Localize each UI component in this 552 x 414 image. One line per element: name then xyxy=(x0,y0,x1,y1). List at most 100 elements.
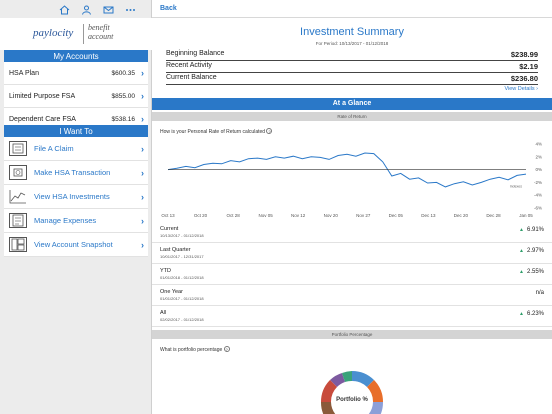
period-dates: 02/02/2017 - 01/12/2018 xyxy=(160,317,204,322)
account-amount: $855.00 xyxy=(111,92,136,100)
mail-icon[interactable] xyxy=(100,3,116,17)
action-manage-expenses[interactable]: Manage Expenses › xyxy=(4,209,148,233)
period-value-text: 6.91% xyxy=(526,227,544,233)
donut-segment xyxy=(367,380,384,402)
balance-label: Current Balance xyxy=(166,74,217,81)
expenses-icon xyxy=(9,213,27,228)
performance-list: Current 10/13/2017 - 01/12/2018 ▲ 6.91% L… xyxy=(152,222,552,327)
help-icon[interactable]: ? xyxy=(266,128,273,134)
period-label: All xyxy=(160,310,167,316)
account-amount: $600.35 xyxy=(111,69,136,77)
action-label: Make HSA Transaction xyxy=(34,168,111,177)
x-tick-label: Oct 28 xyxy=(226,213,240,218)
top-icon-bar xyxy=(56,3,138,17)
account-name: HSA Plan xyxy=(9,69,39,77)
period-value: ▲ 6.23% xyxy=(519,311,544,317)
period-value: ▲ 2.97% xyxy=(519,248,544,254)
donut-segment xyxy=(320,402,336,414)
period-value: ▲ 6.91% xyxy=(519,227,544,233)
action-label: File A Claim xyxy=(34,144,74,153)
x-tick-label: Nov 05 xyxy=(259,213,274,218)
action-file-claim[interactable]: File A Claim › xyxy=(4,137,148,161)
donut-segment xyxy=(330,373,345,387)
period-text: For Period: 10/13/2017 - 01/12/2018 xyxy=(315,41,389,46)
home-icon[interactable] xyxy=(56,3,72,17)
accounts-list: HSA Plan $600.35 › Limited Purpose FSA $… xyxy=(4,62,148,131)
series-line xyxy=(167,152,527,188)
balance-value: $236.80 xyxy=(510,74,538,83)
logo: paylocity benefit account xyxy=(0,18,152,50)
performance-row: One Year 01/01/2017 - 01/12/2018 n/a xyxy=(152,285,552,306)
performance-row: Current 10/13/2017 - 01/12/2018 ▲ 6.91% xyxy=(152,222,552,243)
chart-annotation: Indexes xyxy=(510,185,523,189)
period-label: YTD xyxy=(160,268,171,274)
y-tick-label: -2% xyxy=(534,180,542,185)
at-a-glance-header: At a Glance xyxy=(152,98,552,110)
main-panel: Back Investment Summary For Period: 10/1… xyxy=(152,0,552,414)
chevron-right-icon: › xyxy=(141,114,144,124)
rate-of-return-question: How is your Personal Rate of Return calc… xyxy=(160,129,266,135)
file-claim-icon xyxy=(9,141,27,156)
up-arrow-icon: ▲ xyxy=(519,227,524,233)
period-label: Last Quarter xyxy=(160,247,191,253)
portfolio-percentage-header: Portfolio Percentage xyxy=(152,330,552,339)
action-label: View HSA Investments xyxy=(34,192,110,201)
x-tick-label: Nov 27 xyxy=(356,213,371,218)
i-want-to-header: I Want To xyxy=(4,125,148,138)
left-panel: paylocity benefit account My Accounts HS… xyxy=(0,0,152,414)
chevron-right-icon: › xyxy=(141,191,144,202)
portfolio-donut-chart xyxy=(320,370,384,414)
actions-list: File A Claim › Make HSA Transaction › Vi… xyxy=(4,137,148,257)
balance-label: Recent Activity xyxy=(166,62,212,69)
balance-row-beginning: Beginning Balance $238.99 xyxy=(166,50,538,61)
y-tick-label: -4% xyxy=(534,193,542,198)
chevron-right-icon: › xyxy=(141,215,144,226)
performance-row: YTD 01/01/2018 - 01/12/2018 ▲ 2.55% xyxy=(152,264,552,285)
period-value-text: 2.55% xyxy=(526,269,544,275)
account-row-hsa[interactable]: HSA Plan $600.35 › xyxy=(4,62,148,85)
logo-product-line2: account xyxy=(88,32,114,41)
period-value: n/a xyxy=(536,290,544,296)
x-tick-label: Dec 20 xyxy=(454,213,469,218)
donut-segment xyxy=(320,380,337,402)
transaction-icon xyxy=(9,165,27,180)
chevron-right-icon: › xyxy=(141,68,144,78)
balance-row-recent: Recent Activity $2.19 xyxy=(166,62,538,73)
rate-of-return-help[interactable]: How is your Personal Rate of Return calc… xyxy=(160,128,273,135)
logo-product-line1: benefit xyxy=(88,23,110,32)
performance-row: Last Quarter 10/01/2017 - 12/31/2017 ▲ 2.… xyxy=(152,243,552,264)
logo-brand: paylocity xyxy=(33,27,74,39)
balance-label: Beginning Balance xyxy=(166,50,225,57)
portfolio-question: What is portfolio percentage xyxy=(160,347,223,353)
view-details-link[interactable]: View Details › xyxy=(504,86,538,92)
donut-segment xyxy=(368,402,384,414)
period-value-text: 6.23% xyxy=(526,311,544,317)
action-account-snapshot[interactable]: View Account Snapshot › xyxy=(4,233,148,257)
up-arrow-icon: ▲ xyxy=(519,311,524,317)
nav-divider xyxy=(152,17,552,18)
performance-row: All 02/02/2017 - 01/12/2018 ▲ 6.23% xyxy=(152,306,552,327)
action-hsa-transaction[interactable]: Make HSA Transaction › xyxy=(4,161,148,185)
action-view-investments[interactable]: View HSA Investments › xyxy=(4,185,148,209)
balance-row-current: Current Balance $236.80 xyxy=(166,74,538,85)
portfolio-help[interactable]: What is portfolio percentage ? xyxy=(160,346,230,353)
more-icon[interactable] xyxy=(122,3,138,17)
balance-value: $2.19 xyxy=(519,62,538,71)
user-icon[interactable] xyxy=(78,3,94,17)
logo-product: benefit account xyxy=(88,23,113,41)
x-tick-label: Nov 20 xyxy=(324,213,339,218)
logo-divider xyxy=(83,24,84,44)
period-dates: 10/13/2017 - 01/12/2018 xyxy=(160,233,204,238)
help-icon[interactable]: ? xyxy=(223,346,230,352)
period-label: Current xyxy=(160,226,179,232)
account-row-limited-fsa[interactable]: Limited Purpose FSA $855.00 › xyxy=(4,85,148,108)
x-tick-label: Dec 05 xyxy=(389,213,404,218)
chevron-right-icon: › xyxy=(141,239,144,250)
period-dates: 01/01/2017 - 01/12/2018 xyxy=(160,296,204,301)
donut-segment xyxy=(342,371,352,382)
action-label: View Account Snapshot xyxy=(34,240,113,249)
x-tick-label: Jan 05 xyxy=(519,213,533,218)
back-button[interactable]: Back xyxy=(160,5,177,12)
x-tick-label: Nov 12 xyxy=(291,213,306,218)
y-tick-label: 4% xyxy=(535,142,542,147)
